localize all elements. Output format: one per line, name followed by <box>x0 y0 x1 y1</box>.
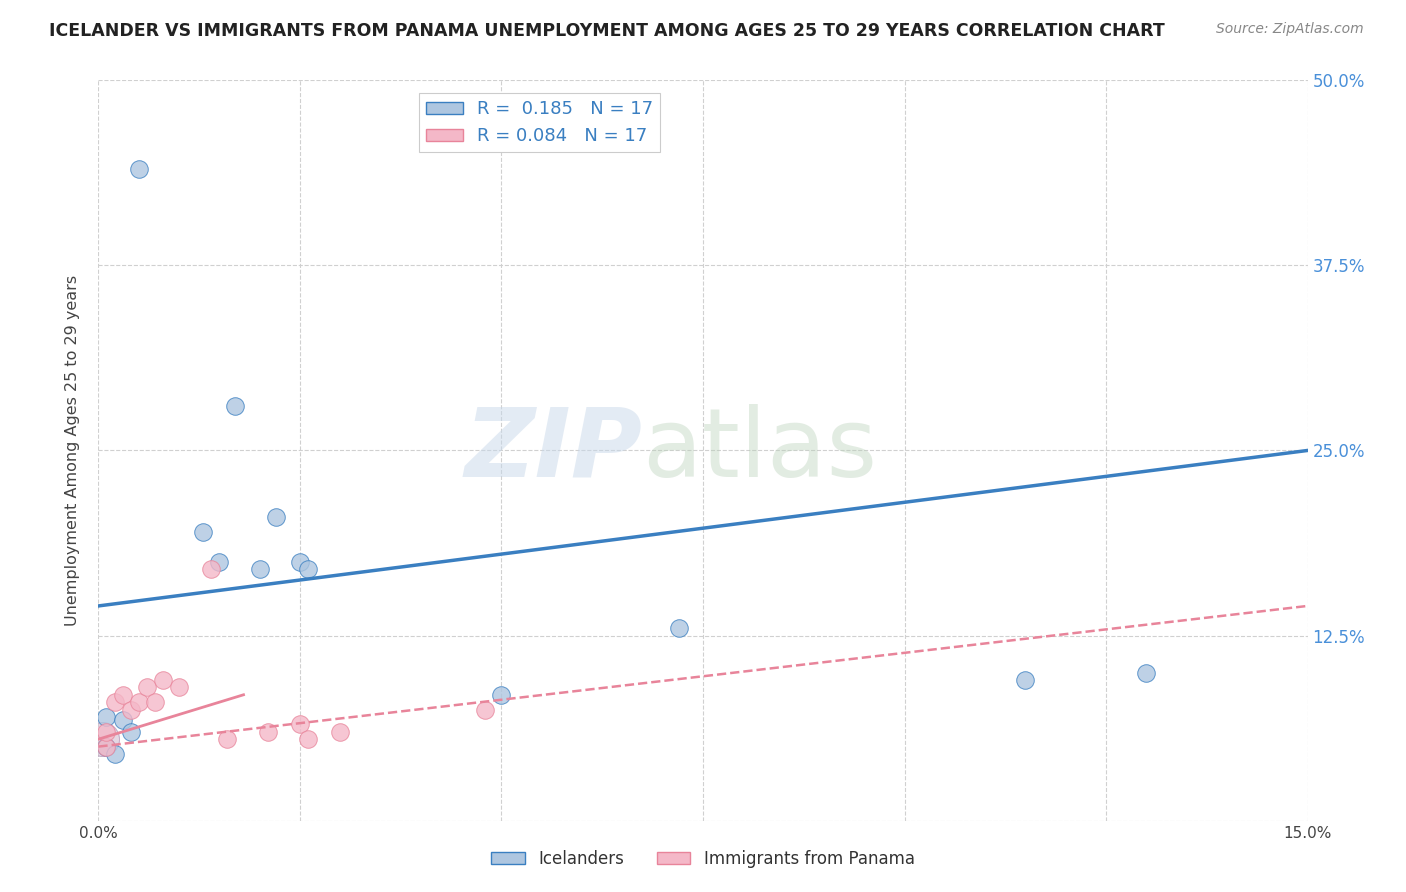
Text: Source: ZipAtlas.com: Source: ZipAtlas.com <box>1216 22 1364 37</box>
Point <box>297 562 319 576</box>
Point <box>217 732 239 747</box>
Point <box>111 688 134 702</box>
Point <box>91 732 114 747</box>
Point <box>120 724 142 739</box>
Point <box>288 555 311 569</box>
Point <box>111 713 134 727</box>
Point <box>249 562 271 576</box>
Point <box>200 562 222 576</box>
Legend: R =  0.185   N = 17, R = 0.084   N = 17: R = 0.185 N = 17, R = 0.084 N = 17 <box>419 93 661 153</box>
Point <box>96 710 118 724</box>
Y-axis label: Unemployment Among Ages 25 to 29 years: Unemployment Among Ages 25 to 29 years <box>65 275 80 626</box>
Point <box>668 621 690 635</box>
Point <box>96 739 118 754</box>
Point <box>224 399 246 413</box>
Point <box>96 739 118 754</box>
Point <box>491 688 513 702</box>
Point <box>208 555 231 569</box>
Point <box>128 162 150 177</box>
Point <box>96 724 118 739</box>
Point <box>264 510 287 524</box>
Point <box>474 703 496 717</box>
Point <box>91 732 114 747</box>
Point <box>103 747 125 761</box>
Point <box>135 681 157 695</box>
Point <box>167 681 190 695</box>
Point <box>120 703 142 717</box>
Legend: Icelanders, Immigrants from Panama: Icelanders, Immigrants from Panama <box>485 844 921 875</box>
Point <box>193 524 215 539</box>
Text: ZIP: ZIP <box>464 404 643 497</box>
Point <box>256 724 278 739</box>
Text: ICELANDER VS IMMIGRANTS FROM PANAMA UNEMPLOYMENT AMONG AGES 25 TO 29 YEARS CORRE: ICELANDER VS IMMIGRANTS FROM PANAMA UNEM… <box>49 22 1166 40</box>
Point <box>152 673 174 687</box>
Point <box>1135 665 1157 680</box>
Point <box>128 695 150 709</box>
Point <box>329 724 352 739</box>
Point <box>103 695 125 709</box>
Point <box>1014 673 1036 687</box>
Point <box>297 732 319 747</box>
Text: atlas: atlas <box>643 404 877 497</box>
Point <box>143 695 166 709</box>
Point <box>288 717 311 731</box>
